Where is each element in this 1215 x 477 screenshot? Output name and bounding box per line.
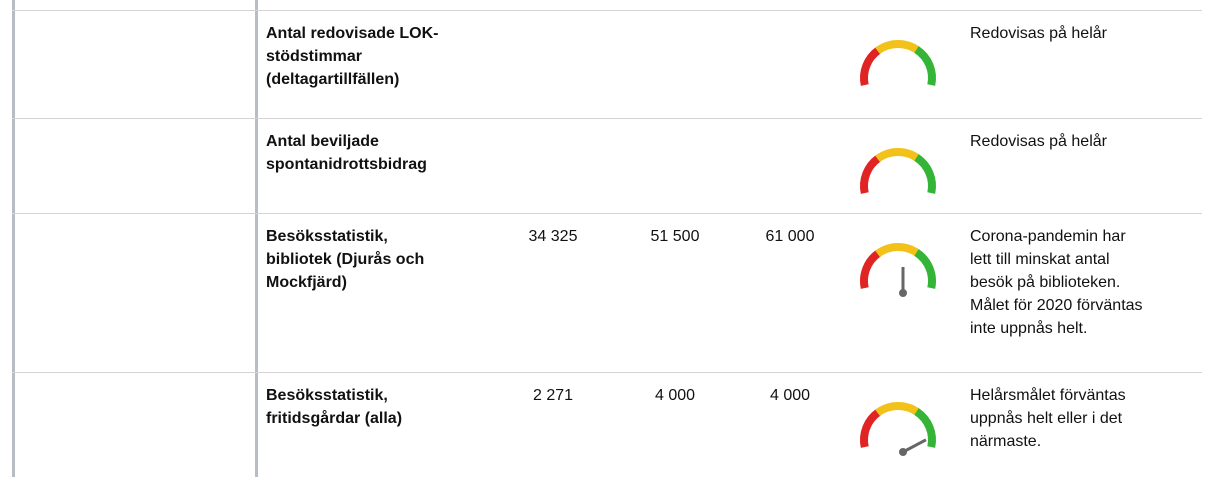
value-cell: 51 500	[650, 228, 700, 245]
gauge-red	[860, 408, 881, 448]
comment: Helårsmålet förväntas uppnås helt eller i…	[970, 384, 1126, 453]
label-line: Antal beviljade	[266, 133, 379, 150]
gauge-green	[914, 154, 936, 194]
row-separator	[12, 10, 1202, 11]
gauge-pivot	[899, 448, 907, 456]
label-line: Antal redovisade LOK-	[266, 25, 439, 42]
gauge	[860, 243, 936, 297]
value-cell: 4 000	[654, 387, 696, 404]
row-label: Antal beviljade spontanidrottsbidrag	[266, 130, 427, 176]
comment-line: Helårsmålet förväntas	[970, 387, 1126, 404]
comment: Redovisas på helår	[970, 130, 1107, 153]
value-cell: 34 325	[528, 228, 578, 245]
row-separator	[12, 213, 1202, 214]
row-label: Besöksstatistik, fritidsgårdar (alla)	[266, 384, 402, 430]
label-line: Mockfjärd)	[266, 274, 347, 291]
comment-line: besök på biblioteken.	[970, 274, 1121, 291]
gauge-red	[860, 249, 881, 289]
row-label: Besöksstatistik, bibliotek (Djurås och Moc…	[266, 225, 424, 294]
value-cell: 61 000	[765, 228, 815, 245]
value-cell: 4 000	[769, 387, 811, 404]
label-line: stödstimmar	[266, 48, 363, 65]
gauge-green	[914, 46, 936, 86]
gauge-green	[914, 249, 936, 289]
gauge	[860, 40, 936, 86]
gauge-pivot	[899, 289, 907, 297]
comment: Redovisas på helår	[970, 22, 1107, 45]
gauge-yellow	[875, 243, 920, 258]
label-line: bibliotek (Djurås och	[266, 251, 425, 268]
row-label: Antal redovisade LOK-stödstimmar (deltaga…	[266, 22, 438, 91]
label-line: Besöksstatistik,	[266, 387, 388, 404]
comment-line: Redovisas på helår	[970, 133, 1107, 150]
gauge-yellow	[875, 402, 920, 417]
gauge	[860, 148, 936, 194]
label-line: spontanidrottsbidrag	[266, 156, 427, 173]
comment: Corona-pandemin har lett till minskat ant…	[970, 225, 1143, 340]
value-cell: 2 271	[532, 387, 574, 404]
row-separator	[12, 118, 1202, 119]
left-border	[12, 0, 15, 477]
label-line: fritidsgårdar (alla)	[266, 410, 403, 427]
gauge-needle	[902, 438, 927, 454]
gauge-red	[860, 46, 881, 86]
label-line: Besöksstatistik,	[266, 228, 388, 245]
comment-line: uppnås helt eller i det	[970, 410, 1123, 427]
gauge-red	[860, 154, 881, 194]
gauge-yellow	[875, 40, 920, 55]
comment-line: närmaste.	[970, 433, 1042, 450]
column-border	[255, 0, 258, 477]
gauge	[860, 402, 936, 456]
comment-line: inte uppnås helt.	[970, 320, 1088, 337]
gauge-yellow	[875, 148, 920, 163]
comment-line: Corona-pandemin har	[970, 228, 1126, 245]
comment-line: Redovisas på helår	[970, 25, 1107, 42]
comment-line: lett till minskat antal	[970, 251, 1110, 268]
gauge-green	[914, 408, 936, 448]
row-separator	[12, 372, 1202, 373]
label-line: (deltagartillfällen)	[266, 71, 400, 88]
comment-line: Målet för 2020 förväntas	[970, 297, 1143, 314]
